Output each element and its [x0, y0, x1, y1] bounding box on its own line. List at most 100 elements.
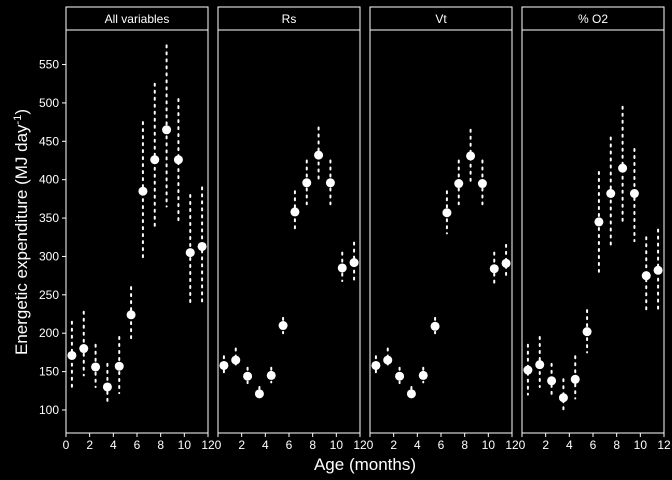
data-point: [547, 376, 557, 386]
x-tick-label: 4: [414, 438, 421, 452]
data-point: [383, 355, 393, 365]
x-axis-title: Age (months): [314, 455, 416, 474]
data-point: [102, 382, 112, 392]
x-tick-label: 2: [86, 438, 93, 452]
x-tick-label: 6: [590, 438, 597, 452]
y-tick-label: 450: [39, 134, 59, 148]
x-tick-label: 6: [134, 438, 141, 452]
x-tick-label: 6: [438, 438, 445, 452]
data-point: [489, 264, 499, 274]
y-tick-label: 400: [39, 173, 59, 187]
y-tick-label: 550: [39, 58, 59, 72]
x-tick-label: 12: [201, 438, 215, 452]
y-tick-label: 350: [39, 211, 59, 225]
x-tick-label: 10: [178, 438, 192, 452]
data-point: [314, 150, 324, 160]
x-tick-label: 4: [566, 438, 573, 452]
x-tick-label: 10: [330, 438, 344, 452]
data-point: [442, 208, 452, 218]
data-point: [219, 360, 229, 370]
data-point: [79, 344, 89, 354]
x-tick-label: 4: [110, 438, 117, 452]
facet-panel: All variables 0 2 4 6 8 10 12: [63, 6, 215, 452]
facet-panel: % O2 0 2 4 6 8 10 12: [519, 6, 671, 452]
y-tick-label: 500: [39, 96, 59, 110]
data-point: [371, 360, 381, 370]
x-tick-label: 8: [613, 438, 620, 452]
y-tick-label: 150: [39, 365, 59, 379]
x-tick-label: 10: [634, 438, 648, 452]
data-point: [653, 265, 663, 275]
x-tick-label: 8: [461, 438, 468, 452]
data-point: [349, 258, 359, 268]
x-tick-label: 2: [390, 438, 397, 452]
x-tick-label: 10: [482, 438, 496, 452]
y-axis-title-close: ): [12, 109, 31, 115]
facet-strip-label: All variables: [105, 12, 170, 26]
data-point: [243, 371, 253, 381]
facet-strip-label: Vt: [435, 12, 447, 26]
data-point: [466, 151, 476, 161]
y-axis-title-superscript: -1: [12, 115, 24, 125]
data-point: [606, 189, 616, 199]
data-point: [558, 393, 568, 403]
data-point: [523, 365, 533, 375]
y-tick-label: 300: [39, 249, 59, 263]
data-point: [302, 178, 312, 188]
x-tick-label: 8: [157, 438, 164, 452]
x-tick-label: 12: [353, 438, 367, 452]
x-tick-label: 12: [657, 438, 671, 452]
data-point: [501, 258, 511, 268]
data-point: [594, 217, 604, 227]
data-point: [150, 155, 160, 165]
data-point: [231, 355, 241, 365]
x-tick-label: 6: [286, 438, 293, 452]
data-point: [138, 186, 148, 196]
x-tick-label: 0: [215, 438, 222, 452]
data-point: [290, 207, 300, 217]
data-point: [629, 189, 639, 199]
data-point: [126, 310, 136, 320]
y-axis-title-main: Energetic expenditure (MJ day: [12, 124, 31, 355]
y-tick-label: 250: [39, 288, 59, 302]
data-point: [266, 370, 276, 380]
data-point: [618, 163, 628, 173]
data-point: [114, 361, 124, 371]
data-point: [454, 179, 464, 189]
data-point: [173, 155, 183, 165]
data-point: [162, 125, 172, 135]
data-point: [197, 241, 207, 251]
data-point: [406, 389, 416, 399]
data-point: [91, 362, 101, 372]
facet-panels: All variables 0 2 4 6 8 10 12 Rs 0 2 4 6 8 10 12 Vt 0 2 4 6 8…: [63, 6, 671, 452]
facet-panel: Vt 0 2 4 6 8 10 12: [367, 6, 519, 452]
data-point: [325, 178, 335, 188]
facet-strip-label: Rs: [282, 12, 297, 26]
y-axis-title: Energetic expenditure (MJ day-1): [12, 109, 31, 355]
x-tick-label: 0: [367, 438, 374, 452]
data-point: [185, 248, 195, 258]
x-tick-label: 2: [542, 438, 549, 452]
x-tick-label: 2: [238, 438, 245, 452]
data-point: [337, 263, 347, 273]
y-tick-label: 200: [39, 326, 59, 340]
x-tick-label: 8: [309, 438, 316, 452]
facet-strip-label: % O2: [578, 12, 608, 26]
data-point: [477, 179, 487, 189]
data-point: [67, 350, 77, 360]
facet-panel: Rs 0 2 4 6 8 10 12: [215, 6, 367, 452]
y-axis: 100 150 200 250 300 350 400 450 500 550: [39, 30, 67, 433]
data-point: [570, 374, 580, 384]
x-tick-label: 0: [63, 438, 70, 452]
x-tick-label: 0: [519, 438, 526, 452]
x-tick-label: 12: [505, 438, 519, 452]
y-tick-label: 100: [39, 403, 59, 417]
data-point: [430, 321, 440, 331]
data-point: [535, 360, 545, 370]
data-point: [254, 389, 264, 399]
data-point: [418, 370, 428, 380]
x-tick-label: 4: [262, 438, 269, 452]
data-point: [582, 327, 592, 337]
